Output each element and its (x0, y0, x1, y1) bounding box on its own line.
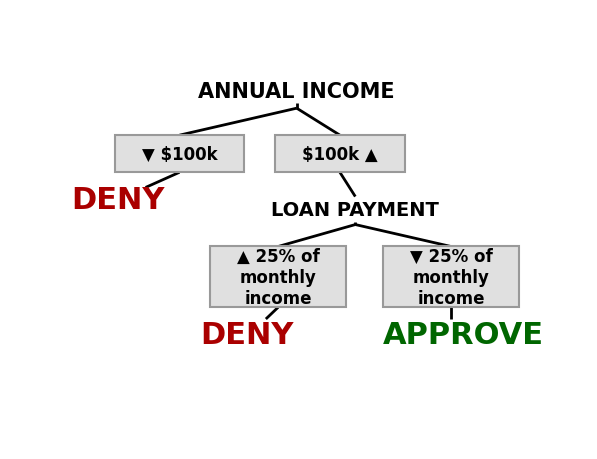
Text: ▲ 25% of
monthly
income: ▲ 25% of monthly income (237, 247, 319, 307)
Text: ▼ 25% of
monthly
income: ▼ 25% of monthly income (410, 247, 493, 307)
FancyBboxPatch shape (275, 136, 405, 173)
Text: ANNUAL INCOME: ANNUAL INCOME (198, 82, 395, 102)
FancyBboxPatch shape (115, 136, 244, 173)
FancyBboxPatch shape (383, 247, 519, 308)
Text: APPROVE: APPROVE (383, 320, 544, 349)
Text: DENY: DENY (201, 320, 294, 349)
FancyBboxPatch shape (210, 247, 346, 308)
Text: $100k ▲: $100k ▲ (302, 146, 378, 163)
Text: LOAN PAYMENT: LOAN PAYMENT (272, 201, 439, 219)
Text: ▼ $100k: ▼ $100k (141, 146, 217, 163)
Text: DENY: DENY (71, 185, 165, 214)
